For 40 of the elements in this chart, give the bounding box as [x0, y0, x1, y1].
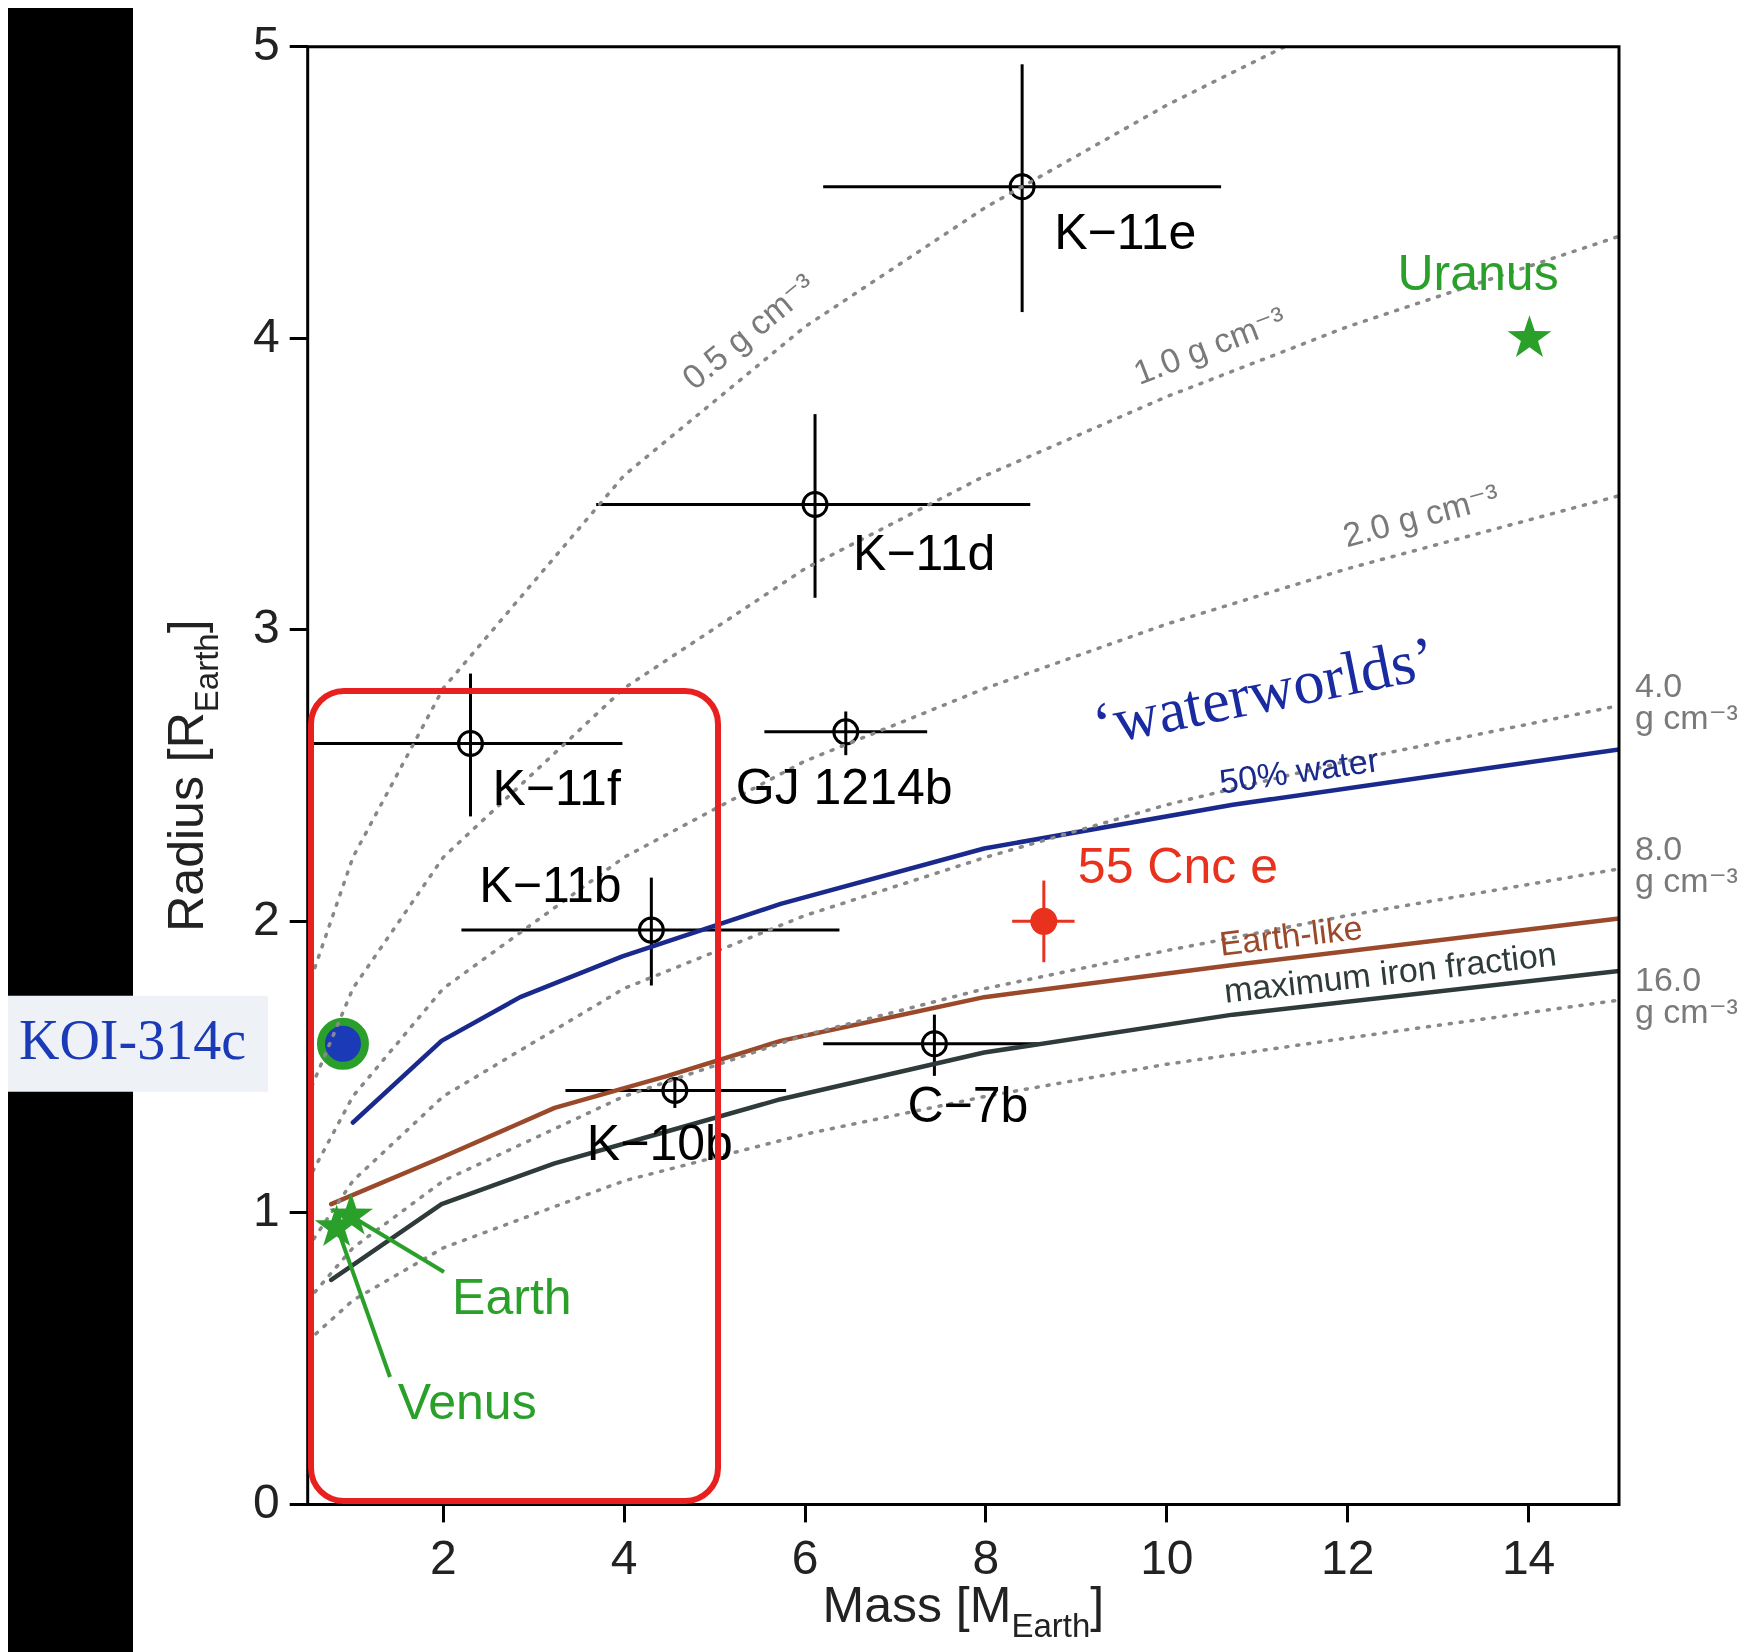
series-label: K−11b: [479, 856, 622, 913]
text: Venus: [397, 1374, 537, 1431]
x-tick-label: 6: [791, 1531, 819, 1585]
series-label: K−11f: [492, 760, 621, 817]
series-label: GJ 1214b: [735, 758, 953, 815]
point: [801, 490, 829, 518]
x-tick-label: 8: [972, 1531, 1000, 1585]
y-axis-title: Radius [REarth]: [157, 619, 225, 932]
x-tick-label: 14: [1501, 1531, 1556, 1585]
y-tick-label: 1: [252, 1183, 280, 1237]
text: 50% water: [1216, 740, 1382, 801]
point: [661, 1076, 689, 1104]
series-label: 4.0 g cm⁻³: [1635, 666, 1738, 737]
series-label: 55 Cnc e: [1077, 838, 1278, 895]
y-tick-label: 3: [252, 600, 280, 654]
series-label: KOI-314c: [18, 1008, 247, 1071]
x-tick-label: 10: [1140, 1531, 1194, 1585]
series-label: K−11d: [853, 525, 996, 582]
point: [456, 730, 484, 758]
x-tick-label: 2: [430, 1531, 457, 1585]
text: 1.0 g cm⁻³: [1128, 298, 1291, 392]
x-tick-label: 4: [610, 1531, 638, 1585]
y-tick-label: 0: [252, 1474, 280, 1528]
series-label: 8.0 g cm⁻³: [1635, 829, 1738, 900]
point: [832, 718, 860, 746]
x-tick-label: 12: [1321, 1531, 1375, 1585]
y-tick-label: 5: [252, 17, 280, 71]
text: Earth-like: [1217, 907, 1365, 963]
y-tick-label: 4: [252, 308, 280, 362]
text: 2.0 g cm⁻³: [1338, 476, 1503, 555]
series-label: Earth: [452, 1268, 572, 1325]
point: [1030, 907, 1058, 935]
series-label: 16.0 g cm⁻³: [1635, 960, 1738, 1031]
point: [316, 1017, 369, 1070]
point: [1008, 173, 1036, 201]
y-tick-label: 2: [252, 891, 280, 945]
point: [637, 916, 665, 944]
point: [920, 1030, 948, 1058]
series-label: K−11e: [1054, 203, 1197, 260]
series-label: C−7b: [907, 1076, 1029, 1133]
